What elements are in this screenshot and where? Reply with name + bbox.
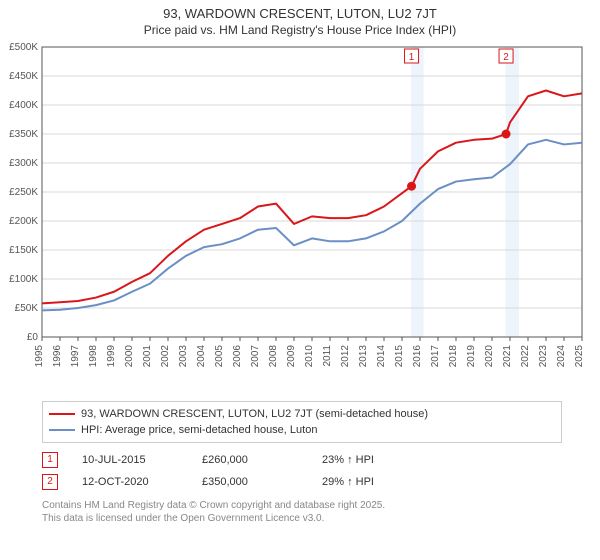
marker-date: 12-OCT-2020 — [82, 471, 178, 493]
svg-text:2025: 2025 — [574, 345, 585, 368]
legend-item: 93, WARDOWN CRESCENT, LUTON, LU2 7JT (se… — [49, 406, 555, 422]
price-chart: £0 £50K £100K £150K £200K £250K £300K £350K £400… — [0, 37, 600, 397]
svg-text:2: 2 — [503, 52, 509, 63]
svg-text:2002: 2002 — [160, 345, 171, 368]
svg-text:£200K: £200K — [9, 216, 38, 227]
attribution-line: This data is licensed under the Open Gov… — [42, 512, 562, 525]
svg-text:2019: 2019 — [466, 345, 477, 368]
svg-text:2014: 2014 — [376, 345, 387, 368]
legend-swatch — [49, 413, 75, 415]
svg-text:1: 1 — [409, 52, 415, 63]
svg-text:£400K: £400K — [9, 100, 38, 111]
attribution-line: Contains HM Land Registry data © Crown c… — [42, 499, 562, 512]
svg-text:£500K: £500K — [9, 42, 38, 53]
svg-text:£300K: £300K — [9, 158, 38, 169]
marker-row: 2 12-OCT-2020 £350,000 29% ↑ HPI — [42, 471, 562, 493]
svg-text:2015: 2015 — [394, 345, 405, 368]
svg-text:1996: 1996 — [52, 345, 63, 368]
svg-text:2006: 2006 — [232, 345, 243, 368]
svg-text:2018: 2018 — [448, 345, 459, 368]
svg-text:2003: 2003 — [178, 345, 189, 368]
svg-text:£100K: £100K — [9, 274, 38, 285]
svg-text:2024: 2024 — [556, 345, 567, 368]
svg-text:1997: 1997 — [70, 345, 81, 368]
svg-text:2017: 2017 — [430, 345, 441, 368]
chart-title-sub: Price paid vs. HM Land Registry's House … — [0, 23, 600, 37]
svg-text:2013: 2013 — [358, 345, 369, 368]
legend-label: HPI: Average price, semi-detached house,… — [81, 422, 317, 438]
svg-text:2000: 2000 — [124, 345, 135, 368]
svg-text:£450K: £450K — [9, 71, 38, 82]
svg-text:2012: 2012 — [340, 345, 351, 368]
marker-date: 10-JUL-2015 — [82, 449, 178, 471]
svg-text:2010: 2010 — [304, 345, 315, 368]
svg-text:£250K: £250K — [9, 187, 38, 198]
svg-text:2005: 2005 — [214, 345, 225, 368]
marker-price: £350,000 — [202, 471, 298, 493]
legend-item: HPI: Average price, semi-detached house,… — [49, 422, 555, 438]
svg-text:£350K: £350K — [9, 129, 38, 140]
svg-text:2008: 2008 — [268, 345, 279, 368]
svg-text:2016: 2016 — [412, 345, 423, 368]
legend-label: 93, WARDOWN CRESCENT, LUTON, LU2 7JT (se… — [81, 406, 428, 422]
attribution: Contains HM Land Registry data © Crown c… — [42, 499, 562, 525]
marker-row: 1 10-JUL-2015 £260,000 23% ↑ HPI — [42, 449, 562, 471]
svg-text:£0: £0 — [27, 332, 39, 343]
chart-area: £0 £50K £100K £150K £200K £250K £300K £350K £400… — [0, 37, 600, 397]
marker-delta: 29% ↑ HPI — [322, 471, 374, 493]
svg-text:2020: 2020 — [484, 345, 495, 368]
marker-delta: 23% ↑ HPI — [322, 449, 374, 471]
svg-text:2023: 2023 — [538, 345, 549, 368]
svg-text:£150K: £150K — [9, 245, 38, 256]
svg-text:2007: 2007 — [250, 345, 261, 368]
svg-text:2021: 2021 — [502, 345, 513, 368]
legend: 93, WARDOWN CRESCENT, LUTON, LU2 7JT (se… — [42, 401, 562, 443]
marker-badge: 2 — [42, 474, 58, 490]
marker-badge: 1 — [42, 452, 58, 468]
legend-swatch — [49, 429, 75, 431]
svg-text:£50K: £50K — [15, 303, 39, 314]
marker-table: 1 10-JUL-2015 £260,000 23% ↑ HPI 2 12-OC… — [42, 449, 562, 493]
chart-title-address: 93, WARDOWN CRESCENT, LUTON, LU2 7JT — [0, 6, 600, 21]
svg-text:2004: 2004 — [196, 345, 207, 368]
svg-text:1998: 1998 — [88, 345, 99, 368]
svg-text:2001: 2001 — [142, 345, 153, 368]
svg-text:1999: 1999 — [106, 345, 117, 368]
svg-text:2011: 2011 — [322, 345, 333, 367]
svg-text:1995: 1995 — [34, 345, 45, 368]
svg-text:2009: 2009 — [286, 345, 297, 368]
chart-title-block: 93, WARDOWN CRESCENT, LUTON, LU2 7JT Pri… — [0, 0, 600, 37]
marker-price: £260,000 — [202, 449, 298, 471]
svg-text:2022: 2022 — [520, 345, 531, 368]
